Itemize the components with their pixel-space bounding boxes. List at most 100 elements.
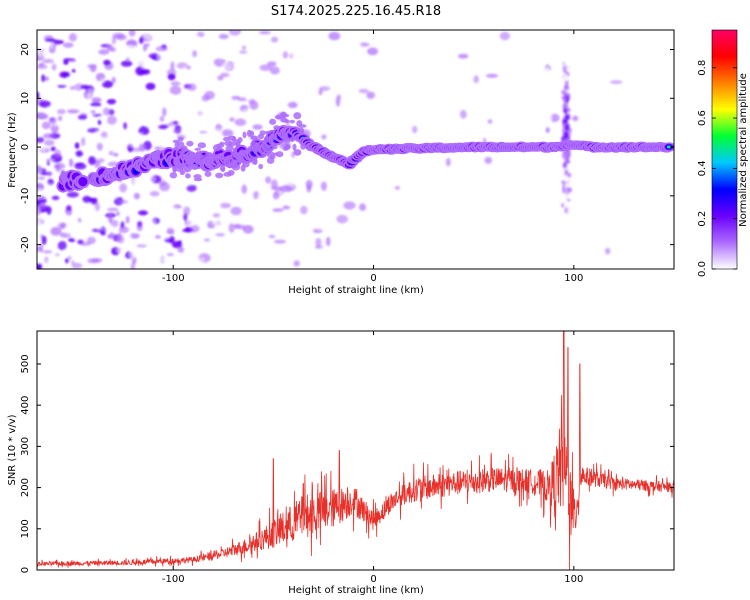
spectrogram-cell: [129, 143, 135, 148]
spectrogram-cell: [225, 145, 234, 152]
spectrogram-cell: [122, 99, 130, 109]
spectrogram-cell: [572, 68, 579, 74]
spectrogram-cell: [181, 181, 193, 186]
spectrogram-cell: [564, 56, 570, 62]
spectrogram-cell: [177, 240, 183, 245]
spectrogram-cell: [138, 92, 147, 102]
spectrogram-cell: [564, 250, 569, 256]
spectrogram-cell: [244, 140, 253, 146]
spectrogram-cell: [264, 49, 270, 58]
spectrogram-cell: [320, 245, 329, 251]
spectrogram-cell: [111, 76, 116, 84]
spectrogram-cell: [227, 55, 238, 61]
spectrogram-cell: [253, 190, 259, 200]
spectrogram-ytick-label: -20: [20, 236, 31, 252]
spectrogram-cell: [40, 203, 48, 208]
spectrogram-cell: [282, 51, 288, 59]
spectrogram-cell: [564, 101, 569, 110]
spectrogram-cell: [267, 219, 275, 223]
spectrogram-cell: [94, 160, 101, 169]
spectrogram-ytick-label: -10: [20, 188, 31, 204]
spectrogram-cell: [231, 164, 241, 171]
spectrogram-cell: [78, 250, 83, 257]
spectrogram-cell: [285, 144, 291, 149]
spectrogram-cell: [148, 61, 159, 65]
spectrogram-cell: [74, 142, 80, 149]
spectrogram-cell: [77, 120, 90, 127]
spectrogram-cell: [80, 84, 90, 90]
spectrogram-cell: [128, 30, 136, 37]
spectrogram-cell: [259, 130, 266, 136]
spectrogram-cell: [547, 214, 552, 222]
spectrogram-cell: [81, 137, 86, 147]
spectrogram-cell: [77, 93, 82, 97]
spectrogram-cell: [200, 40, 208, 45]
snr-x-label: Height of straight line (km): [288, 585, 424, 596]
spectrogram-cell: [94, 202, 101, 212]
spectrogram-ytick-label: 0: [20, 144, 31, 150]
colorbar-tick-label: 0.6: [697, 110, 708, 126]
spectrogram-cell: [169, 85, 182, 95]
spectrogram-cell: [565, 124, 569, 131]
spectrogram-cell: [343, 249, 354, 255]
spectrogram-cell: [145, 82, 156, 90]
spectrogram-cell: [58, 30, 68, 36]
spectrogram-cell: [545, 229, 551, 236]
spectrogram-cell: [41, 161, 46, 168]
spectrogram-cell: [137, 221, 143, 227]
spectrogram-cell: [352, 73, 358, 80]
spectrogram-cell: [238, 50, 248, 54]
spectrogram-cell: [562, 48, 567, 52]
spectrogram-cell: [180, 129, 189, 134]
spectrogram-cell: [325, 236, 331, 247]
spectrogram-cell: [37, 235, 41, 245]
spectrogram-cell: [334, 260, 341, 269]
spectrogram-cell: [54, 149, 62, 158]
spectrogram-cell: [586, 221, 594, 228]
spectrogram-cell: [205, 118, 210, 127]
spectrogram-cell: [272, 208, 284, 213]
spectrogram-cell: [179, 199, 193, 208]
spectrogram-cell: [138, 143, 146, 152]
spectrogram-cell: [88, 120, 98, 124]
spectrogram-cell: [66, 191, 79, 198]
spectrogram-cell: [138, 36, 144, 44]
spectrogram-cell: [57, 241, 68, 251]
spectrogram-cell: [177, 246, 185, 253]
spectrogram-cell: [48, 203, 58, 207]
spectrogram-cell: [192, 65, 197, 75]
snr-y-label: SNR (10 * v/v): [7, 414, 18, 485]
spectrogram-cell: [37, 216, 44, 222]
spectrogram-cell: [267, 135, 276, 141]
snr-xtick-label: -100: [162, 574, 185, 585]
spectrogram-cell: [41, 121, 51, 130]
spectrogram-cell: [100, 78, 105, 84]
spectrogram-cell: [563, 74, 569, 82]
spectrogram-cell: [122, 213, 126, 220]
spectrogram-cell: [473, 75, 479, 84]
spectrogram-cell: [258, 163, 264, 170]
spectrogram-cell: [187, 83, 197, 91]
colorbar-tick-label: 0.2: [697, 211, 708, 227]
spectrogram-cell: [566, 182, 571, 187]
spectrogram-cell: [41, 152, 46, 162]
spectrogram-cell: [307, 87, 320, 92]
spectrogram-cell: [182, 120, 190, 127]
spectrogram-cell: [412, 125, 418, 134]
spectrogram-cell: [89, 186, 95, 195]
spectrogram-cell: [120, 60, 133, 67]
spectrogram-cell: [104, 224, 111, 233]
spectrogram-cell: [112, 32, 125, 39]
spectrogram-cell: [241, 108, 252, 115]
spectrogram-cell: [351, 210, 363, 221]
spectrogram-cell: [37, 246, 43, 252]
spectrogram-cell: [103, 59, 111, 66]
spectrogram-cell: [264, 130, 272, 135]
spectrogram-cell: [81, 217, 94, 222]
spectrogram-image: [37, 30, 674, 269]
spectrogram-cell: [52, 263, 62, 269]
spectrogram-cell: [231, 86, 243, 94]
spectrogram-cell: [143, 45, 147, 52]
spectrogram-cell: [249, 100, 259, 110]
